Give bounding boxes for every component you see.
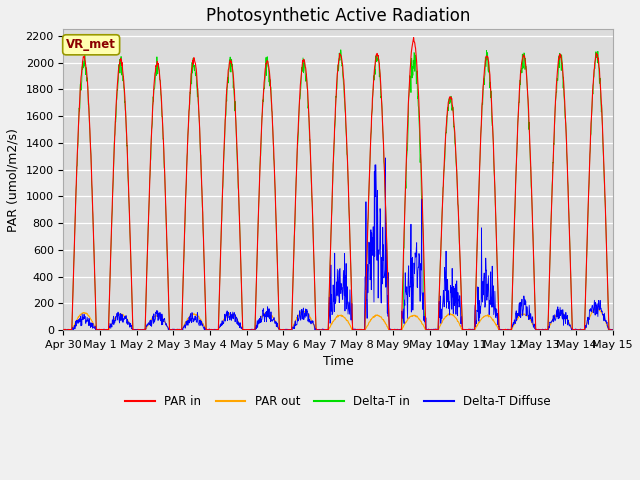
Legend: PAR in, PAR out, Delta-T in, Delta-T Diffuse: PAR in, PAR out, Delta-T in, Delta-T Dif… — [121, 390, 556, 413]
Title: Photosynthetic Active Radiation: Photosynthetic Active Radiation — [206, 7, 470, 25]
Y-axis label: PAR (umol/m2/s): PAR (umol/m2/s) — [7, 128, 20, 232]
Text: VR_met: VR_met — [66, 38, 116, 51]
X-axis label: Time: Time — [323, 356, 353, 369]
